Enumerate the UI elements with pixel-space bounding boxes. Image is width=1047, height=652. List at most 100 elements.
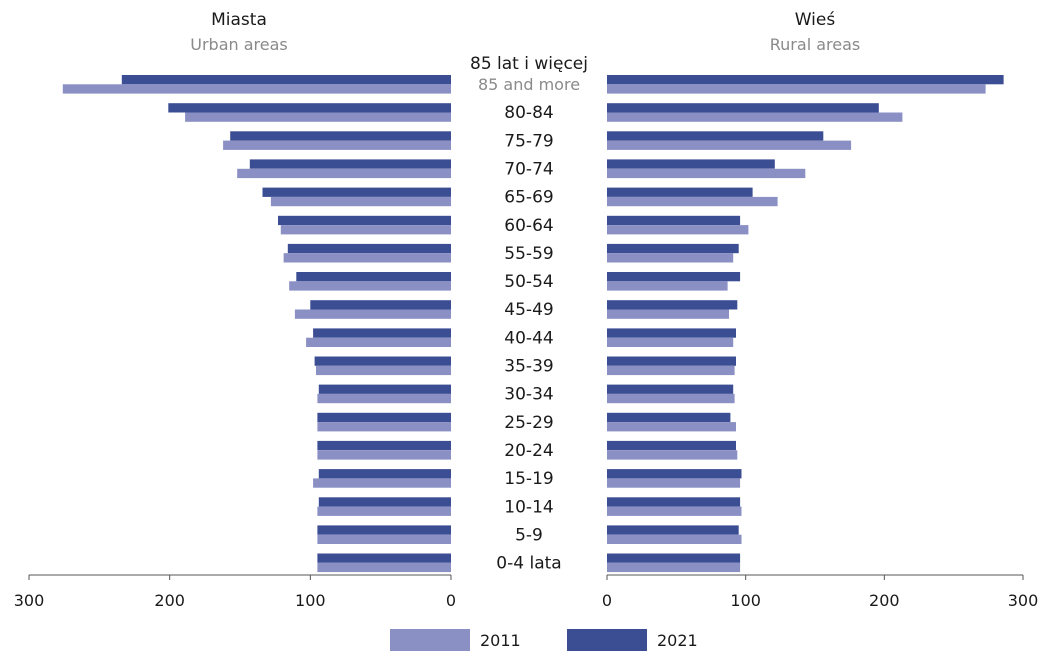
category-label: 30-34 [504, 385, 553, 405]
rural-bar-2011-2 [607, 140, 852, 150]
rural-bar-2021-15 [607, 497, 741, 507]
urban-bar-2011-4 [270, 196, 451, 207]
urban-bar-2021-0 [121, 75, 452, 85]
urban-bar-2021-1 [168, 103, 452, 113]
left-panel-title: Miasta [211, 10, 267, 30]
tick-label: 0 [446, 591, 456, 610]
category-label: 70-74 [504, 159, 553, 179]
rural-bar-2011-13 [607, 450, 738, 460]
rural-bar-2011-10 [607, 365, 735, 376]
tick-label: 300 [1008, 591, 1039, 610]
urban-bar-2021-11 [318, 384, 451, 394]
rural-bar-2011-0 [607, 84, 986, 94]
rural-bar-2021-16 [607, 525, 739, 535]
rural-bar-2021-3 [607, 159, 775, 169]
rural-bar-2021-17 [607, 553, 741, 563]
category-label: 25-29 [504, 413, 553, 433]
rural-bar-2021-13 [607, 440, 736, 451]
tick-label: 200 [869, 591, 900, 610]
urban-bar-2011-7 [289, 281, 451, 291]
rural-bar-2021-4 [607, 187, 753, 197]
rural-bar-2021-1 [607, 103, 879, 113]
rural-bar-2011-17 [607, 562, 741, 573]
rural-bar-2021-10 [607, 356, 736, 366]
urban-bar-2021-13 [317, 440, 451, 451]
category-label: 5-9 [515, 525, 543, 545]
category-label: 60-64 [504, 216, 553, 236]
category-label: 0-4 lata [496, 554, 561, 574]
category-label: 50-54 [504, 272, 553, 292]
tick-label: 0 [602, 591, 612, 610]
rural-bar-2021-14 [607, 469, 742, 479]
rural-bar-2021-9 [607, 328, 736, 338]
urban-bar-2011-5 [280, 225, 451, 235]
right-panel-subtitle: Rural areas [770, 35, 860, 54]
category-label: 35-39 [504, 357, 553, 377]
urban-bar-2021-17 [317, 553, 451, 563]
urban-bar-2011-6 [283, 253, 451, 263]
tick-label: 200 [154, 591, 185, 610]
urban-bar-2021-7 [296, 272, 451, 282]
urban-bar-2011-14 [313, 478, 451, 488]
urban-bar-2011-15 [317, 506, 451, 516]
category-label: 10-14 [504, 497, 553, 517]
rural-bar-2021-8 [607, 300, 738, 310]
urban-bar-2011-11 [317, 393, 451, 404]
urban-bar-2011-0 [62, 84, 452, 94]
urban-bar-2011-17 [317, 562, 451, 573]
urban-bar-2021-16 [317, 525, 451, 535]
urban-bar-2011-10 [316, 365, 451, 376]
category-label: 20-24 [504, 441, 553, 461]
rural-bar-2011-6 [607, 253, 734, 263]
rural-bar-2011-15 [607, 506, 742, 516]
urban-bar-2021-12 [317, 412, 451, 423]
tick-label: 100 [295, 591, 326, 610]
urban-bar-2021-15 [318, 497, 451, 507]
urban-bar-2021-9 [313, 328, 451, 338]
category-sublabel: 85 and more [478, 75, 580, 94]
rural-bar-2011-12 [607, 422, 736, 432]
urban-bar-2011-12 [317, 422, 451, 432]
category-label: 15-19 [504, 469, 553, 489]
urban-bar-2011-2 [223, 140, 451, 150]
urban-bar-2021-14 [318, 469, 451, 479]
category-label: 75-79 [504, 131, 553, 151]
legend-swatch-2021 [567, 629, 647, 651]
legend-label-2011: 2011 [480, 631, 521, 650]
rural-bar-2011-7 [607, 281, 728, 291]
rural-bar-2011-9 [607, 337, 734, 347]
urban-bar-2021-6 [287, 243, 451, 254]
rural-bar-2011-14 [607, 478, 741, 488]
rural-bar-2021-12 [607, 412, 731, 423]
urban-bar-2021-8 [310, 300, 451, 310]
urban-bar-2011-8 [294, 309, 451, 319]
category-label: 85 lat i więcej [470, 54, 588, 74]
urban-bar-2021-4 [262, 187, 451, 197]
rural-bar-2021-6 [607, 243, 739, 254]
rural-bar-2011-8 [607, 309, 729, 319]
legend-label-2021: 2021 [657, 631, 698, 650]
category-label: 65-69 [504, 188, 553, 208]
urban-bar-2011-16 [317, 534, 451, 544]
urban-bar-2011-1 [185, 112, 451, 122]
urban-bar-2011-13 [317, 450, 451, 460]
category-label: 55-59 [504, 244, 553, 264]
rural-bar-2021-7 [607, 272, 741, 282]
rural-bar-2011-5 [607, 225, 749, 235]
category-label: 45-49 [504, 300, 553, 320]
rural-bar-2021-5 [607, 215, 741, 226]
rural-bar-2011-3 [607, 168, 806, 179]
rural-bar-2021-0 [607, 75, 1004, 85]
urban-bar-2021-3 [249, 159, 451, 169]
rural-bar-2011-1 [607, 112, 903, 122]
tick-label: 100 [730, 591, 761, 610]
rural-bar-2011-4 [607, 196, 778, 207]
urban-bar-2021-2 [230, 131, 451, 141]
right-panel-title: Wieś [795, 10, 836, 30]
rural-bar-2011-11 [607, 393, 735, 404]
rural-bar-2021-2 [607, 131, 824, 141]
urban-bar-2011-3 [237, 168, 451, 179]
urban-bar-2011-9 [306, 337, 451, 347]
category-label: 80-84 [504, 103, 553, 123]
